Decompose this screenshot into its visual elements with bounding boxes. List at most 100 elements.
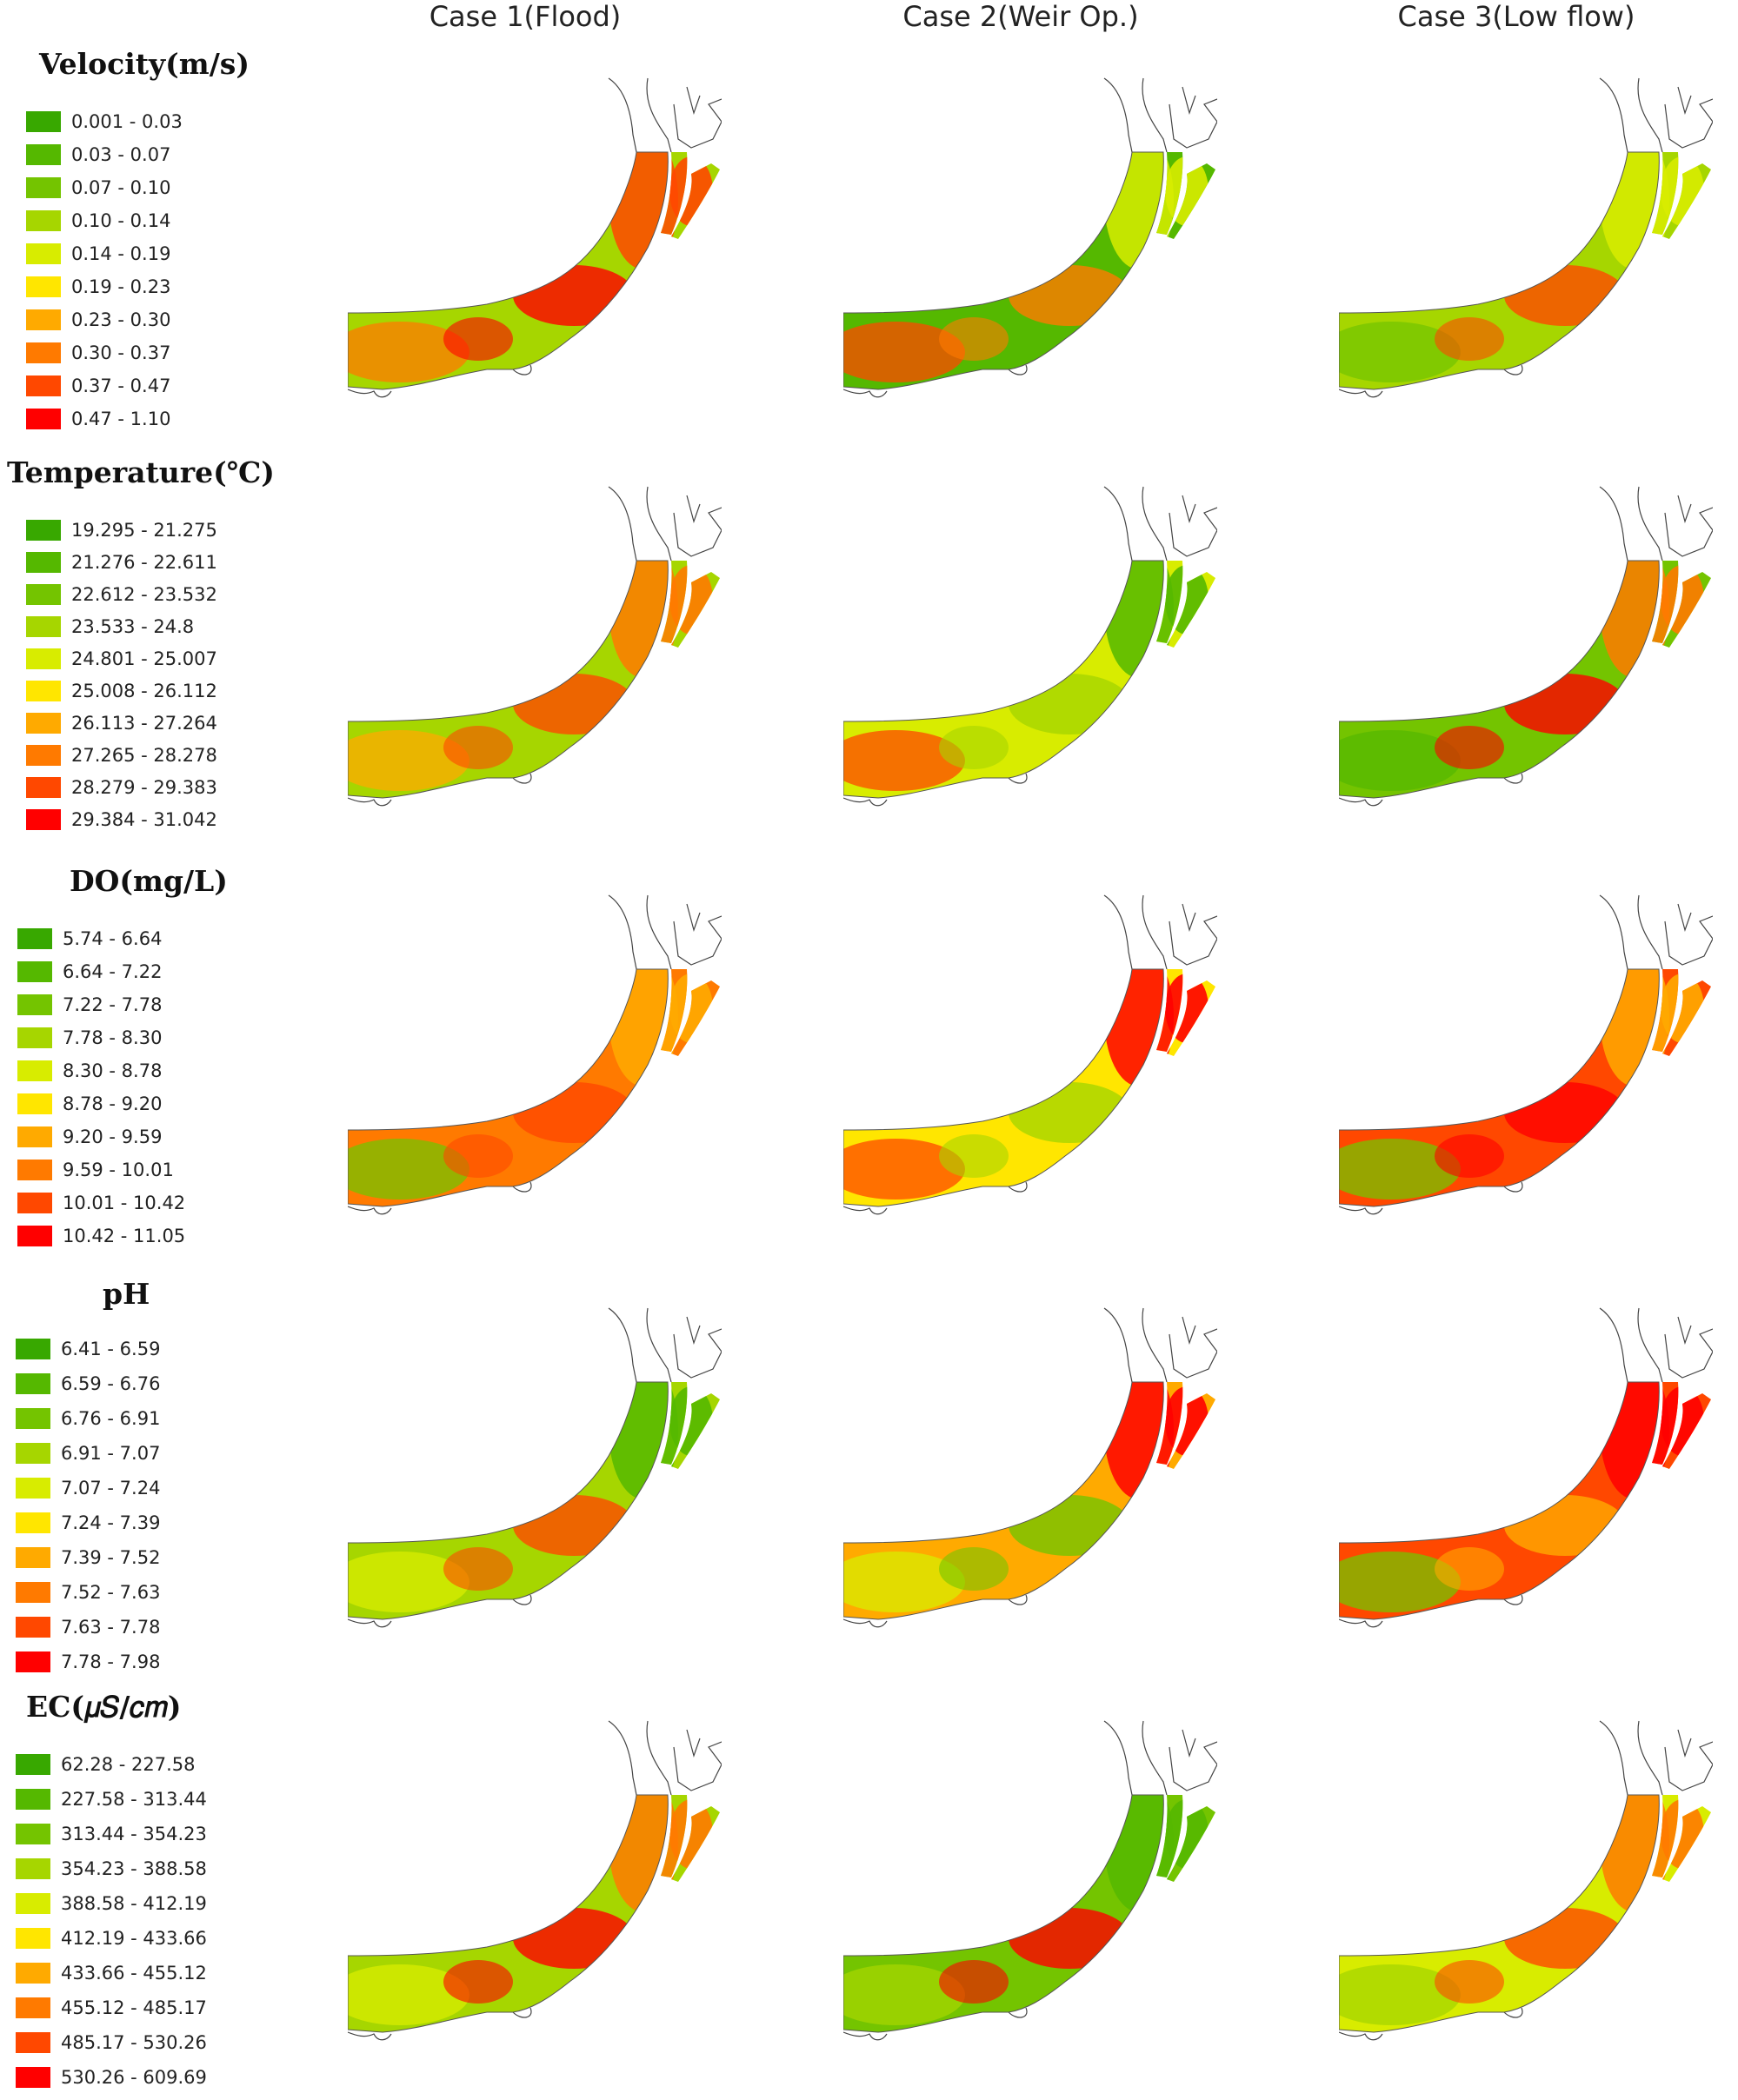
legend-item: 485.17 - 530.26: [16, 2030, 207, 2056]
legend-item: 0.23 - 0.30: [26, 307, 170, 333]
legend-item: 7.78 - 7.98: [16, 1649, 160, 1675]
legend-range-label: 21.276 - 22.611: [71, 552, 217, 573]
water-quality-surface: [1339, 969, 1711, 1206]
coastline-outline: [843, 486, 1217, 807]
legend-range-label: 313.44 - 354.23: [61, 1824, 207, 1844]
river-outline: [1339, 1794, 1660, 2033]
legend-item: 0.10 - 0.14: [26, 208, 170, 234]
legend-range-label: 10.42 - 11.05: [63, 1226, 186, 1246]
ec-legend: EC(𝜇𝑆/𝑐𝑚) 62.28 - 227.58 227.58 - 313.44 31…: [0, 1686, 261, 2095]
legend-swatch: [26, 777, 61, 798]
legend-item: 7.52 - 7.63: [16, 1579, 160, 1605]
legend-item: 6.64 - 7.22: [17, 959, 162, 985]
velocity-map-case-2: [843, 52, 1217, 426]
legend-item: 354.23 - 388.58: [16, 1856, 207, 1882]
legend-range-label: 6.64 - 7.22: [63, 961, 163, 982]
legend-range-label: 0.03 - 0.07: [71, 144, 171, 165]
legend-swatch: [16, 2067, 50, 2088]
river-outline: [348, 560, 669, 799]
temperature-legend: Temperature(℃) 19.295 - 21.275 21.276 - 22…: [0, 452, 275, 861]
legend-swatch: [26, 309, 61, 330]
legend-range-label: 412.19 - 433.66: [61, 1928, 207, 1949]
legend-range-label: 455.12 - 485.17: [61, 1997, 207, 2018]
legend-item: 0.47 - 1.10: [26, 406, 170, 432]
legend-item: 28.279 - 29.383: [26, 774, 217, 801]
legend-swatch: [16, 1928, 50, 1949]
legend-swatch: [16, 1512, 50, 1533]
legend-swatch: [16, 1373, 50, 1394]
legend-range-label: 433.66 - 455.12: [61, 1963, 207, 1984]
legend-item: 0.37 - 0.47: [26, 373, 170, 399]
legend-range-label: 27.265 - 28.278: [71, 745, 217, 766]
legend-swatch: [26, 144, 61, 165]
ec-map-case-1: [348, 1695, 722, 2069]
temperature-map-case-3: [1339, 461, 1713, 834]
coastline-outline: [1339, 894, 1713, 1215]
legend-item: 6.91 - 7.07: [16, 1440, 160, 1466]
legend-range-label: 0.001 - 0.03: [71, 111, 183, 132]
legend-swatch: [16, 2032, 50, 2053]
legend-range-label: 7.52 - 7.63: [61, 1582, 161, 1603]
legend-range-label: 6.91 - 7.07: [61, 1443, 161, 1464]
river-outline: [348, 1794, 669, 2033]
legend-swatch: [17, 994, 52, 1015]
water-quality-surface: [1339, 1382, 1711, 1619]
ph-legend: pH 6.41 - 6.59 6.59 - 6.76 6.76 - 6.91 6.91 …: [0, 1273, 261, 1682]
ph-map-case-2: [843, 1282, 1217, 1656]
legend-range-label: 0.07 - 0.10: [71, 177, 171, 198]
legend-item: 22.612 - 23.532: [26, 581, 217, 608]
legend-range-label: 388.58 - 412.19: [61, 1893, 207, 1914]
river-outline: [843, 1381, 1164, 1620]
legend-swatch: [16, 1547, 50, 1568]
legend-range-label: 227.58 - 313.44: [61, 1789, 207, 1810]
ec-map-case-3: [1339, 1695, 1713, 2069]
legend-swatch: [26, 520, 61, 541]
legend-swatch: [17, 1226, 52, 1246]
legend-item: 412.19 - 433.66: [16, 1925, 207, 1951]
legend-range-label: 7.39 - 7.52: [61, 1547, 161, 1568]
legend-swatch: [16, 1443, 50, 1464]
coastline-outline: [1339, 77, 1713, 398]
velocity-map-case-1: [348, 52, 722, 426]
temperature-map-case-1: [348, 461, 722, 834]
legend-item: 10.42 - 11.05: [17, 1223, 185, 1249]
legend-swatch: [17, 1126, 52, 1147]
legend-item: 530.26 - 609.69: [16, 2064, 207, 2090]
legend-item: 26.113 - 27.264: [26, 710, 217, 736]
river-outline: [1339, 1381, 1660, 1620]
legend-swatch: [17, 1027, 52, 1048]
legend-range-label: 25.008 - 26.112: [71, 681, 217, 701]
legend-range-label: 9.59 - 10.01: [63, 1160, 174, 1180]
legend-swatch: [26, 409, 61, 429]
legend-range-label: 26.113 - 27.264: [71, 713, 217, 734]
water-quality-surface: [348, 1795, 720, 2032]
legend-range-label: 0.10 - 0.14: [71, 210, 171, 231]
column-header-case-3: Case 3(Low flow): [1397, 0, 1635, 33]
legend-range-label: 7.22 - 7.78: [63, 994, 163, 1015]
legend-swatch: [17, 1193, 52, 1213]
legend-range-label: 0.47 - 1.10: [71, 409, 171, 429]
water-quality-surface: [843, 152, 1215, 389]
legend-item: 10.01 - 10.42: [17, 1190, 185, 1216]
legend-swatch: [26, 648, 61, 669]
legend-swatch: [16, 1963, 50, 1984]
legend-swatch: [16, 1408, 50, 1429]
ph-legend-title: pH: [103, 1277, 150, 1311]
legend-item: 6.59 - 6.76: [16, 1371, 160, 1397]
river-outline: [1339, 151, 1660, 390]
river-outline: [348, 968, 669, 1207]
legend-item: 27.265 - 28.278: [26, 742, 217, 768]
legend-item: 433.66 - 455.12: [16, 1960, 207, 1986]
legend-swatch: [16, 1997, 50, 2018]
legend-range-label: 8.30 - 8.78: [63, 1060, 163, 1081]
water-quality-surface: [843, 1382, 1215, 1619]
river-outline: [348, 1381, 669, 1620]
legend-swatch: [26, 243, 61, 264]
legend-item: 6.76 - 6.91: [16, 1406, 160, 1432]
legend-swatch: [26, 616, 61, 637]
velocity-map-case-3: [1339, 52, 1713, 426]
legend-item: 0.30 - 0.37: [26, 340, 170, 366]
legend-range-label: 62.28 - 227.58: [61, 1754, 196, 1775]
legend-item: 388.58 - 412.19: [16, 1891, 207, 1917]
legend-swatch: [16, 1824, 50, 1844]
